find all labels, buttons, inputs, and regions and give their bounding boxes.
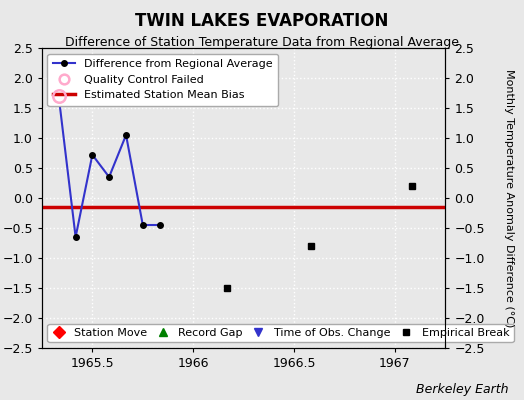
Text: TWIN LAKES EVAPORATION: TWIN LAKES EVAPORATION	[135, 12, 389, 30]
Legend: Station Move, Record Gap, Time of Obs. Change, Empirical Break: Station Move, Record Gap, Time of Obs. C…	[48, 324, 514, 342]
Text: Berkeley Earth: Berkeley Earth	[416, 383, 508, 396]
Y-axis label: Monthly Temperature Anomaly Difference (°C): Monthly Temperature Anomaly Difference (…	[505, 69, 515, 327]
Text: Difference of Station Temperature Data from Regional Average: Difference of Station Temperature Data f…	[65, 36, 459, 49]
